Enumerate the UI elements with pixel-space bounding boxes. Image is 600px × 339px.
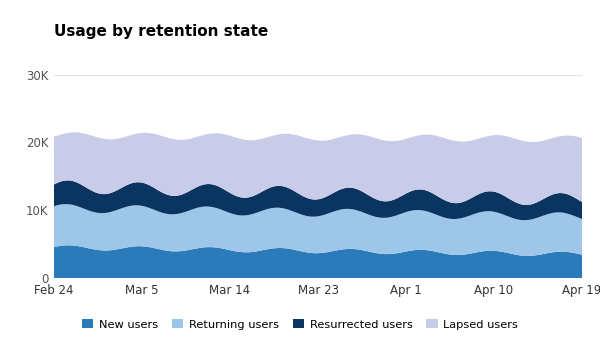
Legend: New users, Returning users, Resurrected users, Lapsed users: New users, Returning users, Resurrected … <box>79 316 521 333</box>
Text: Usage by retention state: Usage by retention state <box>54 24 268 39</box>
